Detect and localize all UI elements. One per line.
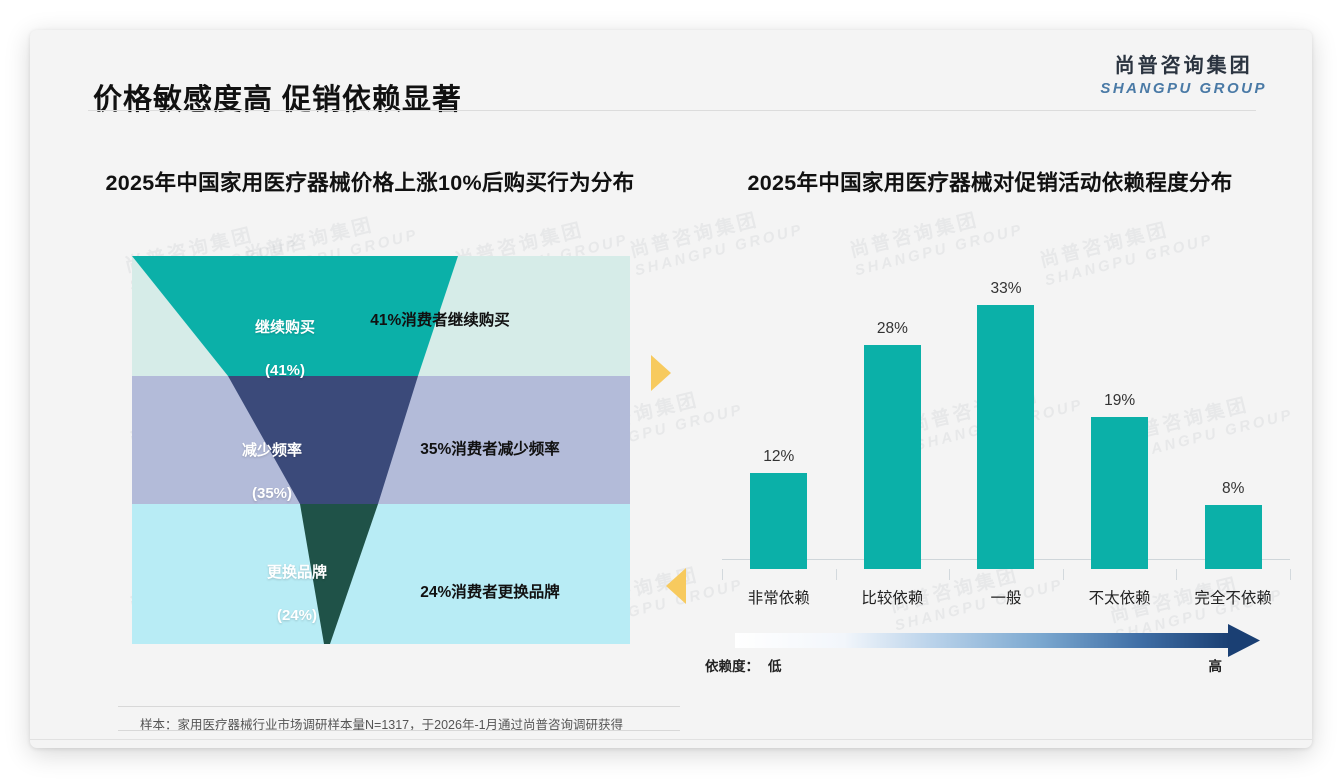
bar-category-label-2: 一般: [990, 590, 1022, 607]
bar-category-label-0: 非常依赖: [747, 590, 810, 607]
legend-caption: 依赖度：: [705, 659, 759, 674]
dependency-scale-legend: 依赖度： 低 高: [680, 622, 1300, 692]
funnel-stage-desc-1: 35%消费者减少频率: [420, 441, 560, 458]
funnel-stage-label-1: 减少频率 (35%): [241, 441, 302, 503]
bar-rect-2: [977, 305, 1035, 569]
funnel-stage-desc-0: 41%消费者继续购买: [370, 312, 510, 329]
bar-group-0: 12%: [722, 448, 836, 569]
bar-value-label-0: 12%: [763, 448, 795, 465]
funnel-segment-2: [300, 504, 378, 644]
bar-rect-4: [1204, 505, 1262, 569]
funnel-chart: 继续购买 (41%) 减少频率 (35%) 更换品牌 (24%) 41%消费者继…: [60, 140, 686, 700]
note-divider-bottom: [118, 730, 680, 731]
bar-value-label-3: 19%: [1104, 392, 1136, 409]
axis-tick: [835, 569, 837, 580]
bar-rect-0: [750, 473, 808, 569]
legend-high-label: 高: [1208, 659, 1223, 674]
axis-tick: [949, 569, 951, 580]
bar-group-1: 28%: [836, 320, 950, 569]
logo-chinese-text: 尚普咨询集团: [1114, 55, 1253, 77]
legend-low-label: 低: [768, 659, 782, 674]
bar-category-label-1: 比较依赖: [861, 590, 924, 607]
bar-category-label-3: 不太依赖: [1088, 590, 1151, 607]
slide-card: 价格敏感度高 促销依赖显著 尚普咨询集团 SHANGPU GROUP 尚普咨询集…: [30, 30, 1312, 748]
bar-value-label-1: 28%: [876, 320, 908, 337]
page-title: 价格敏感度高 促销依赖显著: [93, 84, 463, 116]
axis-tick: [1176, 569, 1178, 580]
bar-value-label-2: 33%: [990, 280, 1022, 297]
axis-tick: [1062, 569, 1064, 580]
bar-chart-title: 2025年中国家用医疗器械对促销活动依赖程度分布: [747, 171, 1233, 195]
bar-rect-1: [863, 345, 921, 569]
bar-group-2: 33%: [949, 280, 1063, 569]
footer-divider: [30, 739, 1312, 740]
bar-value-label-4: 8%: [1221, 480, 1245, 497]
funnel-stage-label-2: 更换品牌 (24%): [266, 563, 327, 625]
source-note: 样本：家用医疗器械行业市场调研样本量N=1317，于2026年-1月通过尚普咨询…: [140, 718, 624, 732]
funnel-stage-desc-2: 24%消费者更换品牌: [420, 584, 560, 601]
slide-header: 价格敏感度高 促销依赖显著 尚普咨询集团 SHANGPU GROUP: [30, 30, 1312, 116]
triangle-left-icon: [666, 568, 686, 604]
axis-tick: [1290, 569, 1291, 580]
funnel-segment-1: [228, 376, 418, 504]
bar-rect-3: [1091, 417, 1149, 569]
brand-logo: 尚普咨询集团 SHANGPU GROUP: [1100, 56, 1267, 96]
logo-english-text: SHANGPU GROUP: [1100, 80, 1267, 97]
bar-group-3: 19%: [1063, 392, 1177, 569]
note-divider-top: [118, 706, 680, 707]
bar-category-label-4: 完全不依赖: [1194, 590, 1272, 607]
bar-group-4: 8%: [1176, 480, 1290, 569]
funnel-chart-title: 2025年中国家用医疗器械价格上涨10%后购买行为分布: [105, 171, 635, 195]
funnel-segment-0: [132, 256, 458, 376]
funnel-stage-label-0: 继续购买 (41%): [254, 318, 315, 380]
triangle-right-icon: [651, 355, 671, 391]
funnel-panel-2: [132, 504, 630, 644]
bar-chart: 12% 28% 33% 19% 8% 非常依赖 比较依赖 一般 不太依赖 完全不…: [680, 140, 1300, 630]
gradient-arrow-icon: [735, 624, 1260, 657]
header-divider: [88, 110, 1256, 111]
right-panel: 2025年中国家用医疗器械对促销活动依赖程度分布: [680, 140, 1300, 199]
funnel-shapes: [132, 256, 630, 644]
left-panel: 2025年中国家用医疗器械价格上涨10%后购买行为分布: [60, 140, 680, 199]
axis-tick: [722, 569, 723, 580]
